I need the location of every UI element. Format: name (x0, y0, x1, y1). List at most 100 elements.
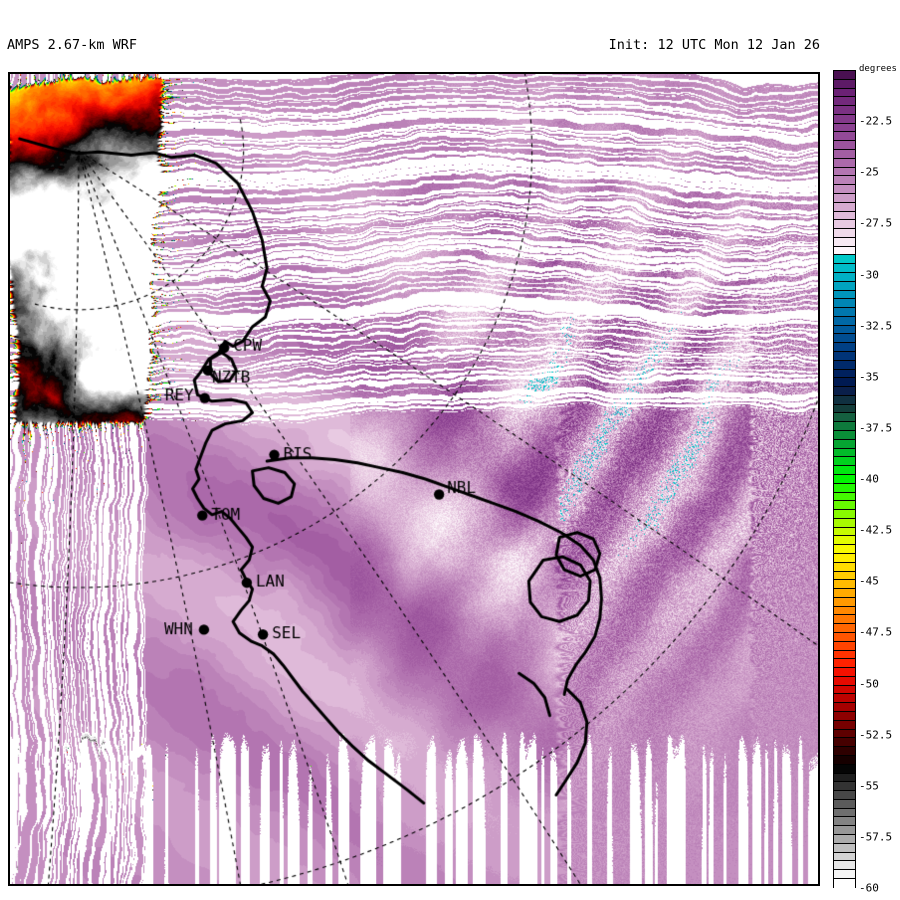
colorbar-swatch (834, 167, 855, 177)
map-panel[interactable] (8, 72, 820, 886)
colorbar-swatch (834, 633, 855, 642)
colorbar-swatch (834, 553, 855, 563)
colorbar-swatch (834, 378, 855, 388)
colorbar-swatch (834, 755, 855, 765)
radiative-temperature-field (10, 74, 818, 884)
colorbar-swatch (834, 71, 855, 80)
colorbar-swatch (834, 545, 855, 554)
colorbar-swatch (834, 773, 855, 783)
colorbar-swatch (834, 325, 855, 335)
colorbar-tick-label: -27.5 (859, 216, 893, 230)
colorbar-swatch (834, 158, 855, 168)
colorbar-swatch (834, 193, 855, 203)
colorbar-swatch (834, 264, 855, 273)
colorbar-tick-label: -52.5 (859, 728, 893, 742)
colorbar-swatch (834, 79, 855, 89)
colorbar-swatch (834, 150, 855, 159)
colorbar-swatch (834, 668, 855, 677)
colorbar-swatch (834, 316, 855, 326)
colorbar-tick-label: -35 (859, 370, 879, 384)
colorbar-swatch (834, 220, 855, 230)
colorbar-swatch (834, 808, 855, 818)
colorbar-swatch (834, 659, 855, 669)
colorbar-swatch (834, 123, 855, 133)
colorbar-swatch (834, 694, 855, 704)
colorbar-swatch (834, 237, 855, 247)
colorbar-swatch (834, 132, 855, 142)
colorbar-swatch (834, 738, 855, 748)
colorbar-swatch (834, 712, 855, 721)
colorbar (833, 70, 856, 888)
colorbar-swatch (834, 536, 855, 546)
colorbar-tick-label: -25 (859, 165, 879, 179)
colorbar-swatch (834, 501, 855, 511)
colorbar-swatch (834, 624, 855, 633)
colorbar-swatch (834, 334, 855, 344)
colorbar-swatch (834, 834, 855, 844)
colorbar-swatch (834, 281, 855, 291)
colorbar-swatch (834, 308, 855, 317)
colorbar-swatch (834, 387, 855, 396)
colorbar-swatch (834, 597, 855, 607)
colorbar-swatch (834, 299, 855, 309)
colorbar-swatch (834, 395, 855, 405)
colorbar-swatch (834, 474, 855, 484)
colorbar-tick-label: -45 (859, 574, 879, 588)
colorbar-swatch (834, 290, 855, 300)
colorbar-swatch (834, 439, 855, 449)
colorbar-swatch (834, 518, 855, 528)
colorbar-swatch (834, 229, 855, 238)
colorbar-swatch (834, 483, 855, 493)
colorbar-swatch (834, 799, 855, 809)
colorbar-swatch (834, 527, 855, 537)
colorbar-tick-label: -30 (859, 268, 879, 281)
colorbar-swatch (834, 176, 855, 186)
colorbar-swatch (834, 650, 855, 660)
colorbar-tick-label: -50 (859, 677, 879, 690)
colorbar-swatch (834, 141, 855, 151)
colorbar-tick-label: -40 (859, 472, 879, 486)
colorbar-tick-label: -37.5 (859, 421, 893, 435)
colorbar-swatch (834, 413, 855, 423)
colorbar-swatch (834, 685, 855, 695)
colorbar-swatch (834, 246, 855, 256)
colorbar-tick-label: -42.5 (859, 523, 893, 537)
colorbar-swatch (834, 369, 855, 379)
colorbar-swatch (834, 448, 855, 458)
colorbar-swatch (834, 729, 855, 739)
colorbar-swatch (834, 817, 855, 827)
colorbar-swatch (834, 97, 855, 107)
colorbar-swatch (834, 861, 855, 871)
colorbar-swatch (834, 404, 855, 414)
colorbar-tick-label: -55 (859, 779, 879, 793)
colorbar-tick-label: -32.5 (859, 319, 893, 333)
colorbar-swatch (834, 510, 855, 519)
colorbar-swatch (834, 352, 855, 361)
init-time: Init: 12 UTC Mon 12 Jan 26 (608, 37, 820, 53)
colorbar-swatch (834, 360, 855, 370)
colorbar-swatch (834, 114, 855, 124)
colorbar-swatch (834, 826, 855, 835)
colorbar-swatch (834, 764, 855, 774)
colorbar-swatch (834, 580, 855, 590)
colorbar-swatch (834, 457, 855, 467)
colorbar-swatch (834, 747, 855, 756)
colorbar-swatch (834, 106, 855, 115)
colorbar-swatch (834, 870, 855, 879)
colorbar-swatch (834, 255, 855, 265)
colorbar-tick-label: -57.5 (859, 830, 893, 844)
colorbar-swatch (834, 589, 855, 598)
colorbar-tick-label: -47.5 (859, 625, 893, 639)
colorbar-swatch (834, 562, 855, 572)
colorbar-swatch (834, 211, 855, 221)
colorbar-swatch (834, 185, 855, 194)
colorbar-swatch (834, 422, 855, 432)
colorbar-swatch (834, 878, 855, 888)
colorbar-swatch (834, 615, 855, 625)
colorbar-swatch (834, 720, 855, 730)
colorbar-swatch (834, 466, 855, 475)
colorbar-swatch (834, 791, 855, 800)
colorbar-swatch (834, 202, 855, 212)
colorbar-swatch (834, 703, 855, 713)
